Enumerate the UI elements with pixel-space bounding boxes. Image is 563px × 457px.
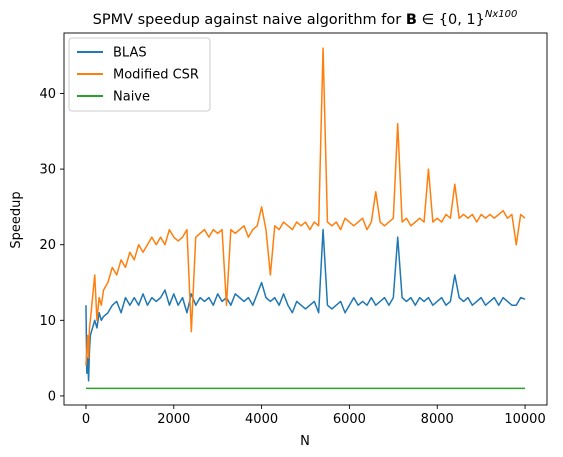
y-tick-label: 30	[39, 163, 56, 178]
x-tick-label: 2000	[157, 412, 190, 427]
x-axis-label: N	[300, 434, 310, 449]
y-tick-label: 40	[39, 87, 56, 102]
x-tick-label: 10000	[504, 412, 545, 427]
x-tick-label: 4000	[245, 412, 278, 427]
chart-title: SPMV speedup against naive algorithm for…	[93, 9, 518, 28]
legend-label: BLAS	[113, 46, 147, 61]
legend-box	[68, 37, 211, 112]
legend: BLAS Modified CSR Naive	[68, 37, 211, 112]
axes-frame	[63, 32, 548, 406]
x-tick-label: 8000	[421, 412, 454, 427]
y-axis-label: Speedup	[9, 191, 24, 248]
x-tick-label: 6000	[333, 412, 366, 427]
legend-label: Naive	[113, 90, 150, 105]
axes: 0 2000 4000 6000 8000 10000 0 10 20 30 40	[39, 32, 548, 427]
y-tick-label: 10	[39, 314, 56, 329]
x-tick-label: 0	[82, 412, 90, 427]
series-line-blas	[85, 228, 526, 382]
legend-label: Modified CSR	[113, 68, 199, 83]
series-line-modified-csr	[85, 47, 526, 366]
y-tick-label: 20	[39, 238, 56, 253]
y-tick-label: 0	[48, 389, 56, 404]
plot-area	[85, 47, 526, 390]
